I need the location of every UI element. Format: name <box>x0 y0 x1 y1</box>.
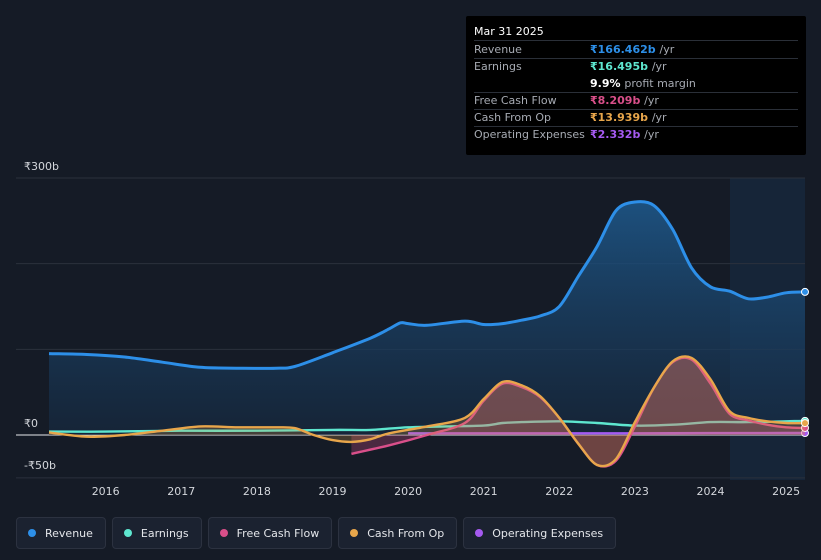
revenue-area <box>49 201 805 435</box>
tooltip-label: Operating Expenses <box>474 128 585 141</box>
tooltip-unit: /yr <box>644 128 659 141</box>
tooltip-row-earnings: Earnings ₹16.495b /yr <box>466 58 806 75</box>
tooltip-unit: /yr <box>651 111 667 124</box>
earnings-line <box>48 419 806 433</box>
free-cash-flow-area <box>351 357 805 467</box>
revenue-line <box>48 200 806 370</box>
axis-layer: ₹300b ₹0 -₹50b 2016 2017 2018 2019 2020 2021 2022… <box>24 160 800 498</box>
legend: Revenue Earnings Free Cash Flow Cash Fro… <box>16 517 617 549</box>
x-tick-label: 2023 <box>621 485 649 498</box>
y-tick-label: -₹50b <box>24 459 56 472</box>
tooltip-label: Revenue <box>474 43 522 56</box>
revenue-endpoint <box>801 287 809 296</box>
tooltip-row-revenue: Revenue ₹166.462b /yr <box>466 41 806 58</box>
legend-dot-icon <box>350 529 359 537</box>
tooltip-row-cfo: Cash From Op ₹13.939b /yr <box>466 109 806 126</box>
tooltip-value: ₹13.939b <box>590 111 648 124</box>
tooltip-value: 9.9% <box>590 77 621 90</box>
x-tick-label: 2017 <box>167 485 195 498</box>
tooltip-value: ₹16.495b <box>590 60 648 73</box>
legend-label: Operating Expenses <box>492 526 604 540</box>
legend-dot-icon <box>28 529 36 537</box>
tooltip: Mar 31 2025 Revenue ₹166.462b /yr Earnin… <box>466 16 806 155</box>
legend-dot-icon <box>219 529 228 537</box>
legend-item-cash-from-op[interactable]: Cash From Op <box>338 517 458 549</box>
legend-item-free-cash-flow[interactable]: Free Cash Flow <box>207 517 333 549</box>
y-tick-label: ₹300b <box>24 160 59 173</box>
legend-dot-icon <box>475 529 484 537</box>
tooltip-row-fcf: Free Cash Flow ₹8.209b /yr <box>466 92 806 109</box>
financial-chart: ₹300b ₹0 -₹50b 2016 2017 2018 2019 2020 2021 2022… <box>16 160 809 498</box>
legend-label: Free Cash Flow <box>236 526 320 540</box>
x-tick-label: 2020 <box>394 485 422 498</box>
x-tick-label: 2025 <box>772 485 800 498</box>
x-tick-label: 2021 <box>470 485 498 498</box>
cash-from-op-area <box>49 356 805 467</box>
legend-item-revenue[interactable]: Revenue <box>16 517 106 549</box>
tooltip-value: ₹166.462b <box>590 43 656 56</box>
tooltip-row-opex: Operating Expenses ₹2.332b /yr <box>466 126 806 143</box>
legend-item-operating-expenses[interactable]: Operating Expenses <box>463 517 617 549</box>
tooltip-unit: /yr <box>659 43 675 56</box>
tooltip-date: Mar 31 2025 <box>474 25 544 38</box>
tooltip-unit: /yr <box>651 60 667 73</box>
cash-from-op-endpoint <box>801 419 809 428</box>
tooltip-label: Free Cash Flow <box>474 94 557 107</box>
legend-label: Revenue <box>45 526 93 540</box>
cash-from-op-line <box>48 355 806 468</box>
legend-item-earnings[interactable]: Earnings <box>111 517 202 549</box>
tooltip-unit: profit margin <box>624 77 696 90</box>
x-tick-label: 2022 <box>545 485 573 498</box>
legend-dot-icon <box>123 529 132 537</box>
tooltip-row-margin: 9.9% profit margin <box>466 75 806 92</box>
legend-label: Cash From Op <box>367 526 445 540</box>
x-tick-label: 2024 <box>697 485 725 498</box>
series-layer <box>48 200 809 468</box>
tooltip-value: ₹2.332b <box>590 128 641 141</box>
tooltip-label: Cash From Op <box>474 111 552 124</box>
x-tick-label: 2016 <box>92 485 120 498</box>
tooltip-unit: /yr <box>644 94 659 107</box>
x-tick-label: 2019 <box>319 485 347 498</box>
tooltip-value: ₹8.209b <box>590 94 641 107</box>
y-tick-label: ₹0 <box>24 417 38 430</box>
legend-label: Earnings <box>140 526 189 540</box>
tooltip-label: Earnings <box>474 60 522 73</box>
x-tick-label: 2018 <box>243 485 271 498</box>
